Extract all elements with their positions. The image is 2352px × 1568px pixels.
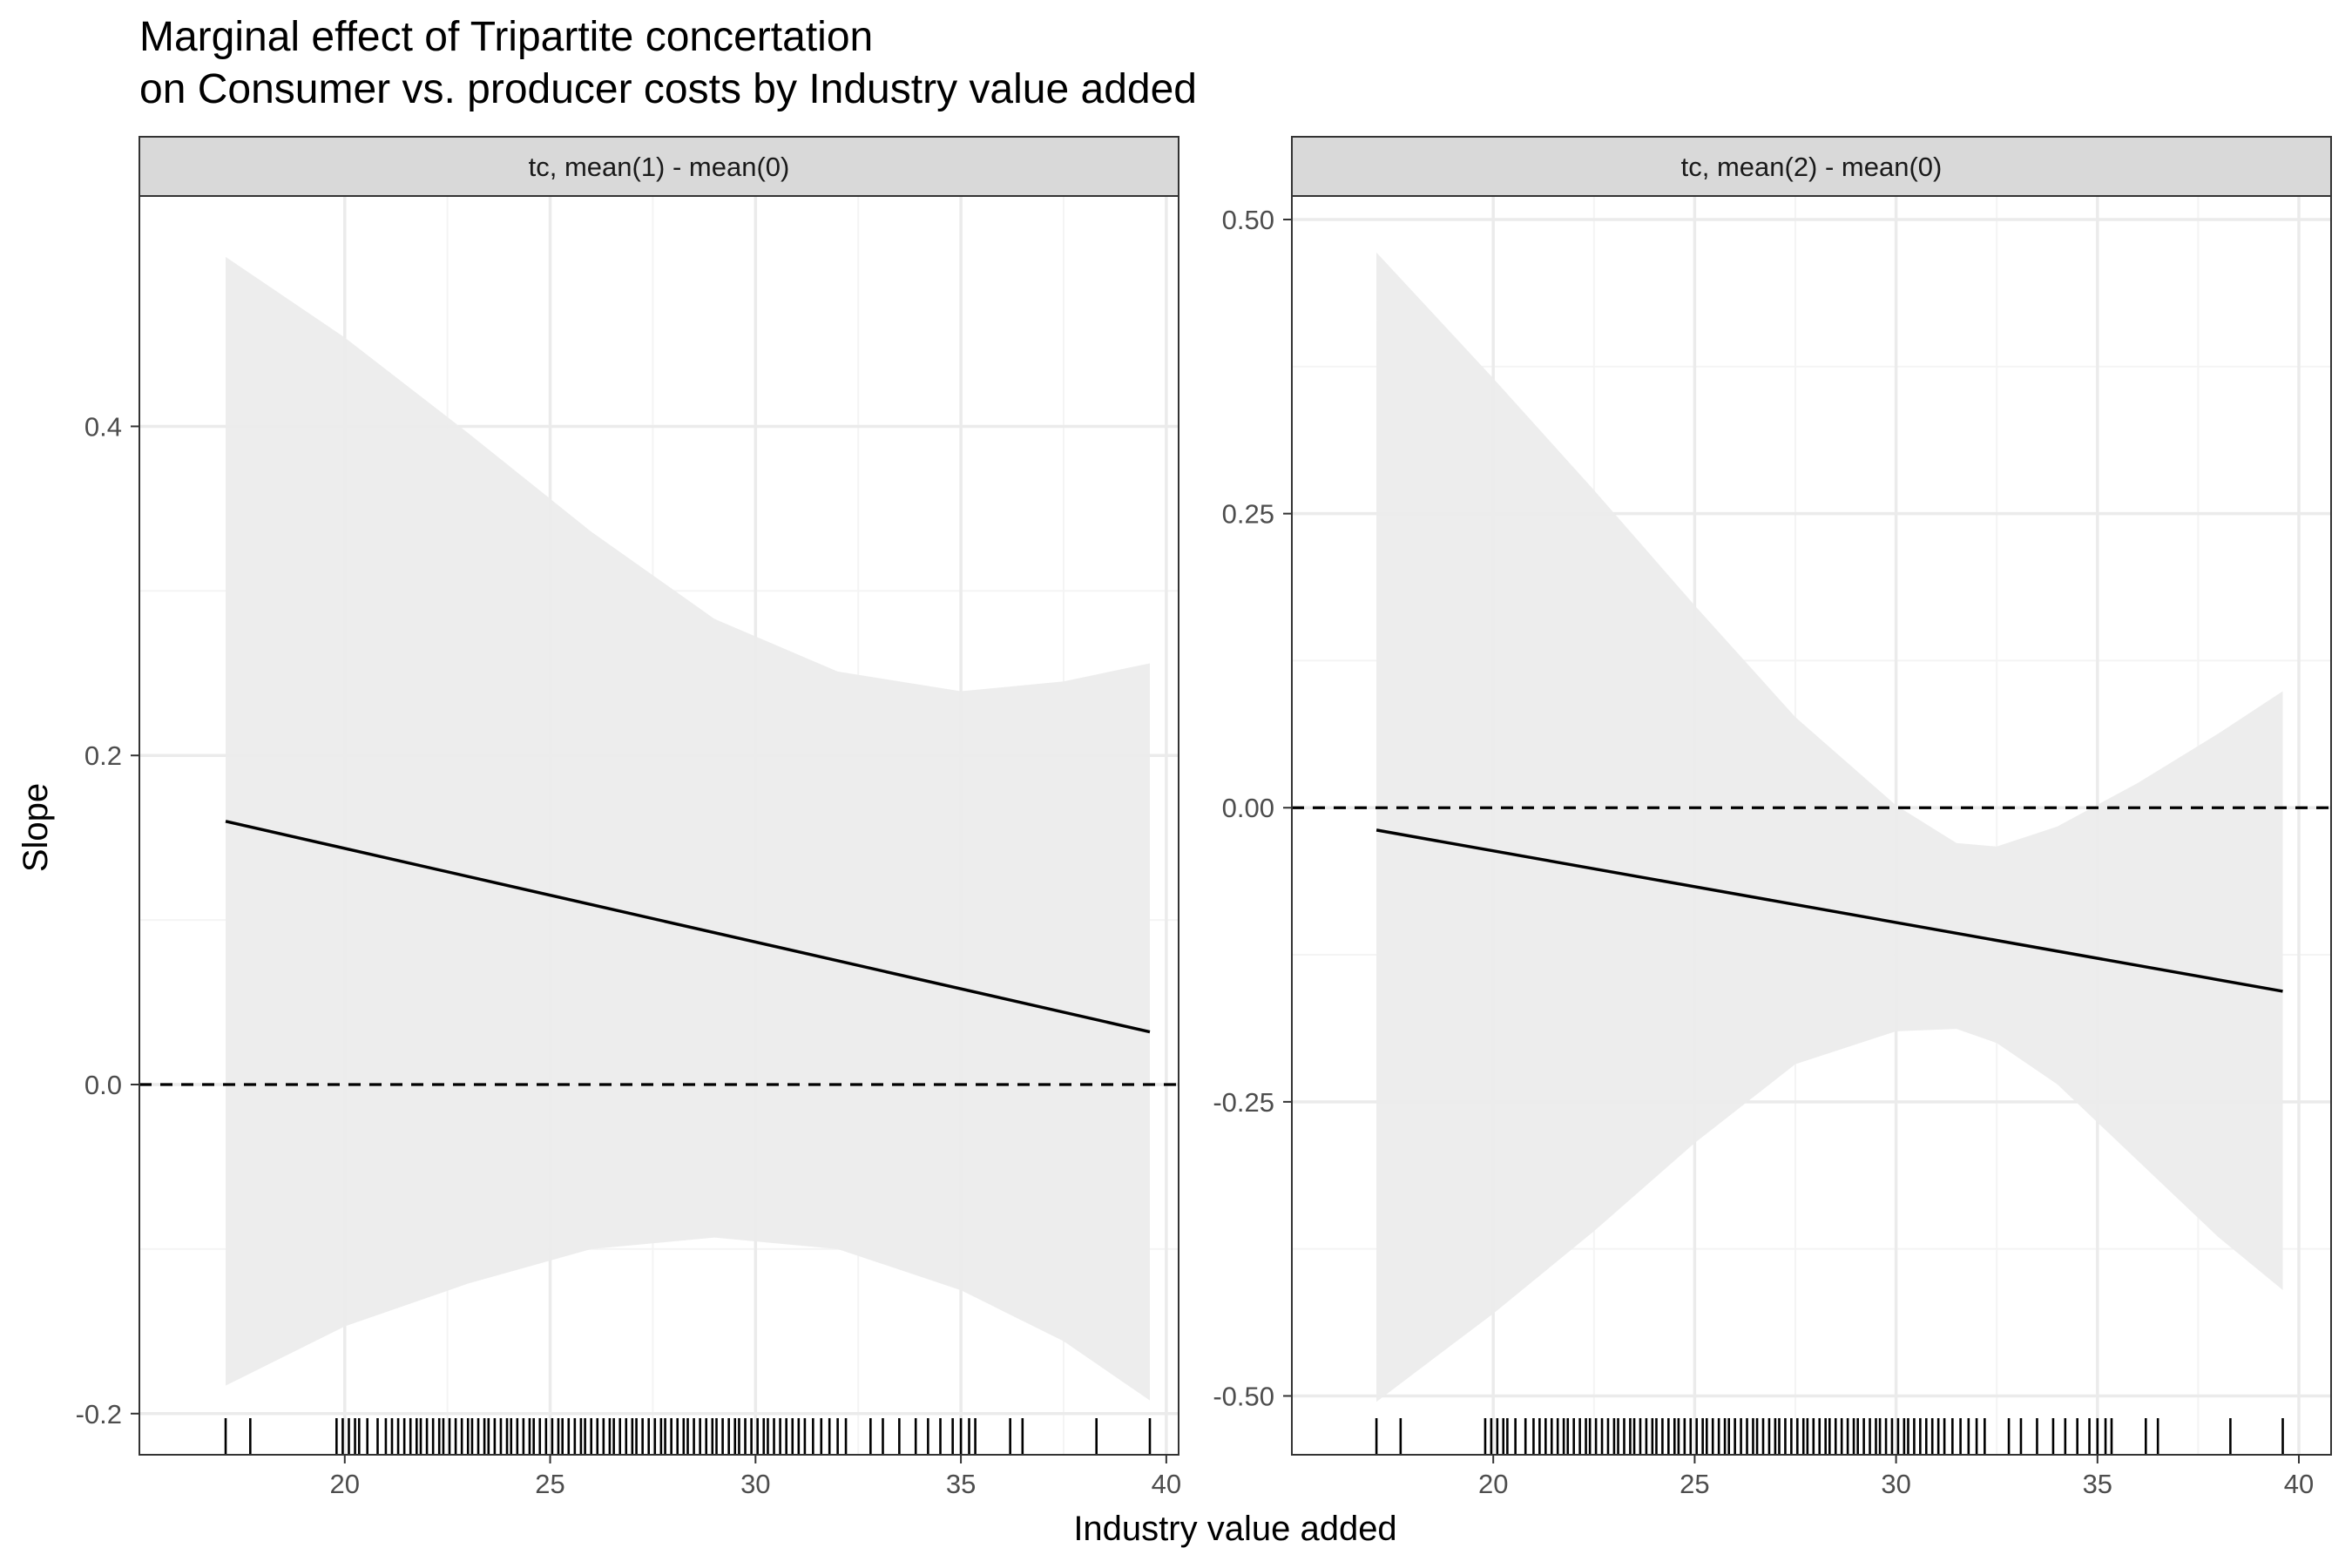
rug-marks	[1375, 1418, 2284, 1455]
x-tick-label: 25	[1680, 1469, 1709, 1499]
x-tick-label: 30	[740, 1469, 770, 1499]
x-tick-label: 30	[1881, 1469, 1910, 1499]
facet-panel-2: tc, mean(2) - mean(0) 20 25 30 35 40 -0.50 -0.2…	[1213, 136, 2332, 1499]
y-tick-label: -0.2	[76, 1399, 122, 1429]
y-tick-label: -0.25	[1213, 1087, 1274, 1118]
x-tick-label: 20	[1478, 1469, 1508, 1499]
confidence-band	[226, 256, 1150, 1401]
y-tick-label: -0.50	[1213, 1381, 1274, 1411]
slope-line	[1375, 828, 2283, 993]
y-tick-label: 0.0	[84, 1070, 122, 1100]
facet-panels: tc, mean(1) - mean(0) 20 25 30 35 40 -0.2 0.0 0.…	[76, 136, 2332, 1499]
x-tick-label: 40	[1152, 1469, 1181, 1499]
facet-strip	[139, 136, 1179, 197]
chart-title-line1: Marginal effect of Tripartite concertati…	[139, 14, 873, 60]
facet-strip	[1291, 136, 2332, 197]
y-tick-label: 0.25	[1222, 499, 1274, 530]
y-tick-label: 0.4	[84, 411, 122, 442]
x-tick-label: 25	[535, 1469, 564, 1499]
y-tick-label: 0.00	[1222, 793, 1274, 823]
x-tick-label: 35	[946, 1469, 976, 1499]
y-axis-title: Slope	[17, 783, 55, 872]
chart-title-line2: on Consumer vs. producer costs by Indust…	[139, 66, 1197, 112]
y-tick-label: 0.2	[84, 740, 122, 771]
slope-line	[225, 820, 1151, 1034]
facet-panel-1: tc, mean(1) - mean(0) 20 25 30 35 40 -0.2 0.0 0.…	[76, 136, 1181, 1499]
x-tick-label: 35	[2083, 1469, 2112, 1499]
confidence-band	[1376, 252, 2283, 1402]
facet-strip-label: tc, mean(2) - mean(0)	[1681, 152, 1943, 182]
x-axis-title: Industry value added	[1073, 1510, 1396, 1548]
x-tick-label: 40	[2284, 1469, 2314, 1499]
x-tick-label: 20	[330, 1469, 360, 1499]
rug-marks	[224, 1418, 1152, 1455]
y-tick-label: 0.50	[1222, 205, 1274, 235]
facet-strip-label: tc, mean(1) - mean(0)	[529, 152, 790, 182]
